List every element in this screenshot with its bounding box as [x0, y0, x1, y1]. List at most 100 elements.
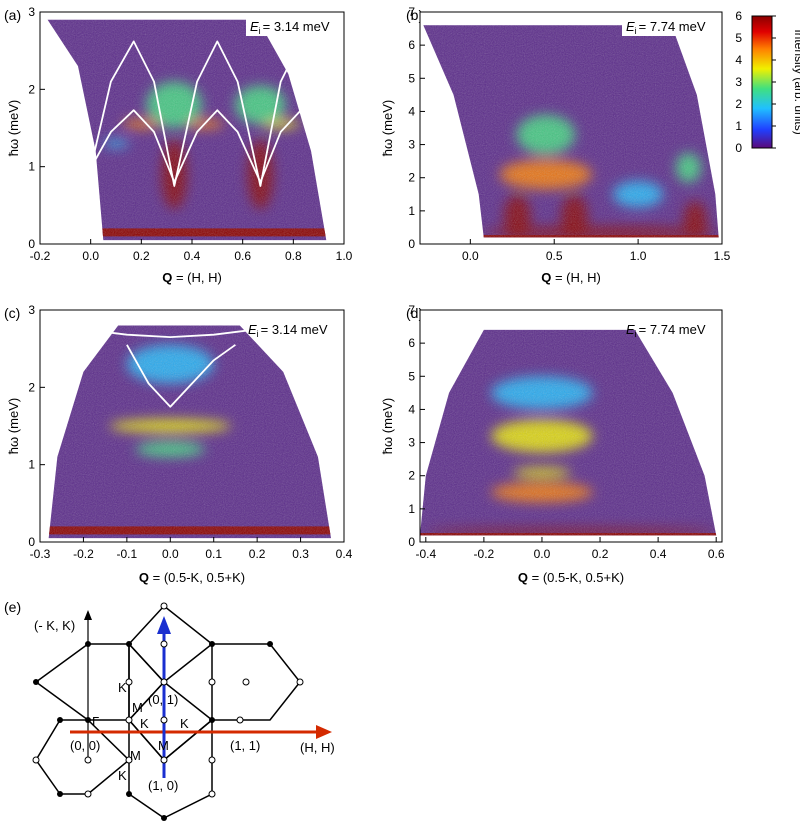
xtick-label-c-4: 0.1 — [205, 547, 222, 561]
ei-label-a: Ei = 3.14 meV — [246, 16, 342, 36]
bz-point-hollow-15 — [84, 790, 92, 798]
bz-labels: (- K, K) (H, H) Γ (0, 0) (1, 1) (0, 1) (… — [34, 618, 335, 793]
label-k-bottom: K — [118, 768, 127, 783]
panel-e-brillouin-zone: (e) (- K, K) (H, H) Γ (0, 0) (1, 1) (0, … — [4, 599, 335, 821]
colorbar-tick-label-3: 3 — [735, 75, 742, 89]
xlabel-a: Q = (H, H) — [162, 270, 222, 285]
xtick-label-b-0: 0.0 — [462, 249, 479, 263]
ytick-label-b-0: 0 — [408, 237, 415, 251]
bz-point-hollow-12 — [125, 756, 133, 764]
colorbar-tick-label-4: 2 — [735, 97, 742, 111]
ticks-c: -0.3 -0.2 -0.1 0.0 0.1 0.2 0.3 0.4 0 1 2 3 — [28, 303, 352, 561]
xtick-label-c-2: -0.1 — [117, 547, 138, 561]
bz-vertex-filled-2 — [33, 679, 39, 685]
panel-label-a: (a) — [4, 7, 21, 23]
bz-point-hollow-2 — [125, 678, 133, 686]
colorbar-ticks: 6 5 4 3 2 1 0 — [735, 9, 776, 155]
ytick-label-d-5: 5 — [408, 369, 415, 383]
ytick-label-a-1: 1 — [28, 160, 35, 174]
xtick-label-d-5: 0.6 — [708, 547, 725, 561]
arrow-HH-head — [316, 725, 332, 739]
xtick-label-c-3: 0.0 — [162, 547, 179, 561]
dispersion-curve-c-lower — [126, 344, 236, 408]
ytick-label-b-5: 5 — [408, 71, 415, 85]
svg-text:Ei= 7.74 meV: Ei = 7.74 meV — [626, 19, 706, 36]
label-01: (0, 1) — [148, 692, 178, 707]
label-11: (1, 1) — [230, 738, 260, 753]
xtick-label-a-5: 0.8 — [285, 249, 302, 263]
panel-d: (d) -0.4 -0.2 0.0 0.2 0.4 0.6 0 1 2 3 4 5 6 7 Ei = 7.7… — [380, 303, 725, 585]
colorbar-tick-label-5: 1 — [735, 119, 742, 133]
ylabel-c: ħω (meV) — [6, 398, 21, 454]
ytick-label-a-0: 0 — [28, 237, 35, 251]
ytick-label-b-7: 7 — [408, 5, 415, 19]
panel-c: (c) -0.3 -0.2 -0.1 0.0 0.1 0.2 0.3 0.4 0 1 2 3 Ei = … — [4, 303, 353, 585]
colorbar-label: Intensity (arb. units) — [792, 29, 800, 134]
xtick-label-d-0: -0.4 — [415, 547, 436, 561]
bz-point-hollow-5 — [296, 678, 304, 686]
bz-vertex-filled-4 — [209, 641, 215, 647]
ytick-label-d-4: 4 — [408, 402, 415, 416]
label-origin: (0, 0) — [70, 738, 100, 753]
bz-vertex-filled-8 — [57, 791, 63, 797]
xtick-label-c-5: 0.2 — [249, 547, 266, 561]
bz-point-hollow-0 — [160, 602, 168, 610]
label-horizontal-axis: (H, H) — [300, 740, 335, 755]
bz-vertex-filled-5 — [267, 641, 273, 647]
xtick-label-a-4: 0.6 — [234, 249, 251, 263]
xtick-label-a-3: 0.4 — [184, 249, 201, 263]
xtick-label-a-1: 0.0 — [82, 249, 99, 263]
bz-point-hollow-8 — [208, 756, 216, 764]
xtick-label-a-6: 1.0 — [336, 249, 353, 263]
ytick-label-c-1: 1 — [28, 458, 35, 472]
xtick-label-a-0: -0.2 — [30, 249, 51, 263]
label-m-bottom: M — [130, 748, 141, 763]
ticks-b: 0.0 0.5 1.0 1.5 0 1 2 3 4 5 6 7 — [408, 5, 730, 263]
dispersion-curves-a — [89, 40, 302, 187]
ytick-label-d-1: 1 — [408, 502, 415, 516]
colorbar-gradient — [751, 15, 773, 149]
ytick-label-c-0: 0 — [28, 535, 35, 549]
heatmap-c — [48, 325, 331, 539]
bz-point-hollow-3 — [160, 678, 168, 686]
ytick-label-b-3: 3 — [408, 138, 415, 152]
dispersion-curve-a-upper — [89, 40, 302, 187]
bz-point-hollow-7 — [160, 716, 168, 724]
ytick-label-d-2: 2 — [408, 469, 415, 483]
ytick-label-a-2: 2 — [28, 82, 35, 96]
svg-text:Ei= 3.14 meV: Ei = 3.14 meV — [248, 322, 328, 339]
bz-vertex-filled-0 — [85, 641, 91, 647]
bz-vertex-filled-9 — [161, 815, 167, 821]
ticks-d: -0.4 -0.2 0.0 0.2 0.4 0.6 0 1 2 3 4 5 6 7 — [408, 303, 725, 561]
xtick-label-a-2: 0.2 — [133, 249, 150, 263]
axis-vertical-arrowhead — [84, 610, 92, 620]
xtick-label-d-2: 0.0 — [534, 547, 551, 561]
dispersion-curve-a-lower — [89, 109, 302, 183]
plot-border-d — [419, 309, 723, 543]
ylabel-a: ħω (meV) — [6, 100, 21, 156]
bz-point-hollow-11 — [236, 716, 244, 724]
bz-point-hollow-1 — [160, 640, 168, 648]
ytick-label-b-6: 6 — [408, 38, 415, 52]
ei-label-d: Ei = 7.74 meV — [626, 322, 706, 339]
xtick-label-b-2: 1.0 — [630, 249, 647, 263]
bz-point-hollow-14 — [32, 756, 40, 764]
plot-border-b — [419, 11, 723, 245]
ytick-label-c-2: 2 — [28, 380, 35, 394]
hexagon-bottom — [128, 718, 213, 819]
dispersion-curves-c — [83, 328, 258, 408]
bz-point-hollow-13 — [208, 790, 216, 798]
bz-vertex-filled-3 — [85, 717, 91, 723]
colorbar-tick-label-1: 5 — [735, 31, 742, 45]
xtick-label-d-4: 0.4 — [650, 547, 667, 561]
bz-point-hollow-16 — [242, 678, 250, 686]
ei-label-b: Ei = 7.74 meV — [622, 16, 718, 36]
ylabel-b: ħω (meV) — [380, 100, 395, 156]
xtick-label-d-1: -0.2 — [474, 547, 495, 561]
xtick-label-c-7: 0.4 — [336, 547, 353, 561]
panel-a: (a) -0.2 0.0 0.2 0.4 0.6 0.8 1.0 0 1 2 3 Ei = 3.14 … — [4, 5, 353, 285]
ytick-label-a-3: 3 — [28, 5, 35, 19]
plot-border-c — [39, 309, 345, 543]
dispersion-curve-c-upper — [83, 328, 258, 338]
arrow-K-head — [157, 616, 171, 634]
